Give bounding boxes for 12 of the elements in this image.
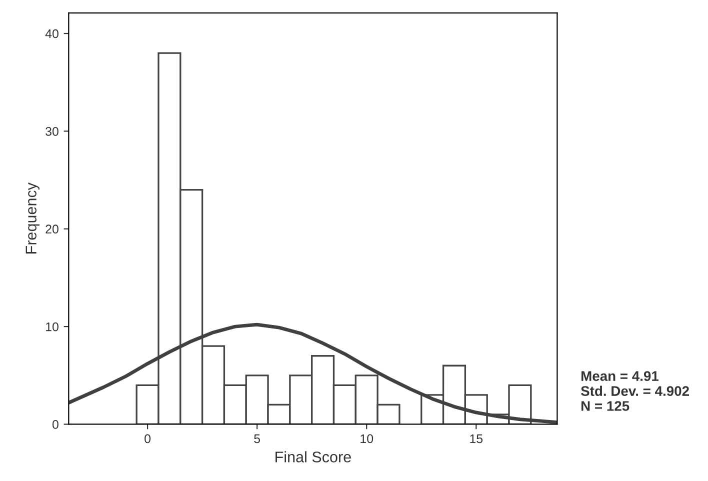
x-tick-label: 10	[360, 434, 374, 444]
y-axis-title: Frequency	[26, 182, 40, 254]
y-tick-label: 0	[52, 420, 58, 429]
x-tick-label: 0	[144, 434, 151, 444]
y-tick-label: 40	[45, 29, 58, 38]
x-axis-title: Final Score	[276, 451, 351, 462]
x-tick-label: 5	[254, 434, 260, 444]
text: Mean = 4.91 Std. Dev. = 4.902 N = 125	[580, 371, 689, 411]
y-tick-label: 30	[46, 126, 58, 136]
y-tick-label: 20	[46, 224, 58, 234]
x-tick-label: 15	[470, 434, 483, 444]
y-tick-label: 10	[46, 322, 58, 332]
